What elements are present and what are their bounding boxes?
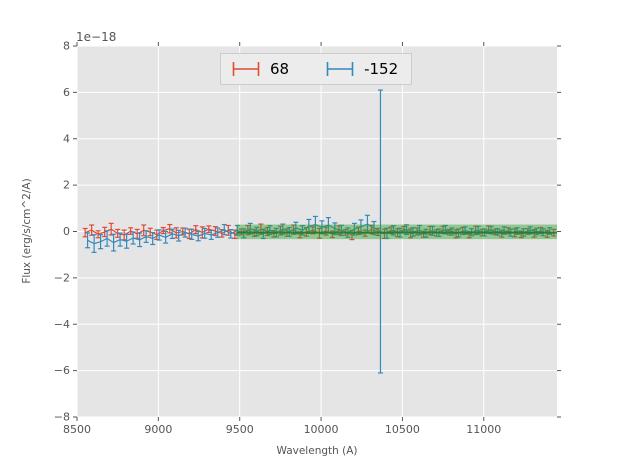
red-errorbar-glyph [232, 62, 260, 76]
gridlines [76, 45, 557, 418]
y-tick-label: 2 [63, 179, 70, 192]
y-axis-offset-text: 1e−18 [76, 30, 117, 44]
y-tick-label: 0 [63, 225, 70, 238]
legend-label-red: 68 [270, 60, 290, 78]
legend-label-blue: -152 [364, 60, 399, 78]
x-tick-label: 8500 [63, 423, 91, 436]
y-axis-label: Flux (erg/s/cm^2/A) [21, 178, 33, 284]
blue-errorbar-glyph [326, 62, 354, 76]
x-tick-label: 9500 [226, 423, 254, 436]
y-tick-label: −8 [54, 411, 70, 424]
y-tick-label: −2 [54, 271, 70, 284]
legend-entry-blue: -152 [325, 59, 398, 79]
x-tick-label: 10000 [304, 423, 339, 436]
y-tick-label: 8 [63, 40, 70, 53]
y-tick-label: −6 [54, 364, 70, 377]
y-tick-label: −4 [54, 318, 70, 331]
x-axis-label: Wavelength (A) [276, 445, 358, 457]
legend-entry-red: 68 [231, 59, 289, 79]
x-tick-label: 10500 [385, 423, 420, 436]
tick-marks [73, 42, 561, 421]
y-tick-label: 4 [63, 132, 70, 145]
tick-labels: 8500 9000 9500 10000 10500 11000 8 6 4 2 0 −2 −4 −6 −8 [54, 40, 501, 437]
x-tick-label: 9000 [144, 423, 172, 436]
x-tick-label: 11000 [466, 423, 501, 436]
legend: 68 -152 [220, 53, 412, 85]
y-tick-label: 6 [63, 86, 70, 99]
